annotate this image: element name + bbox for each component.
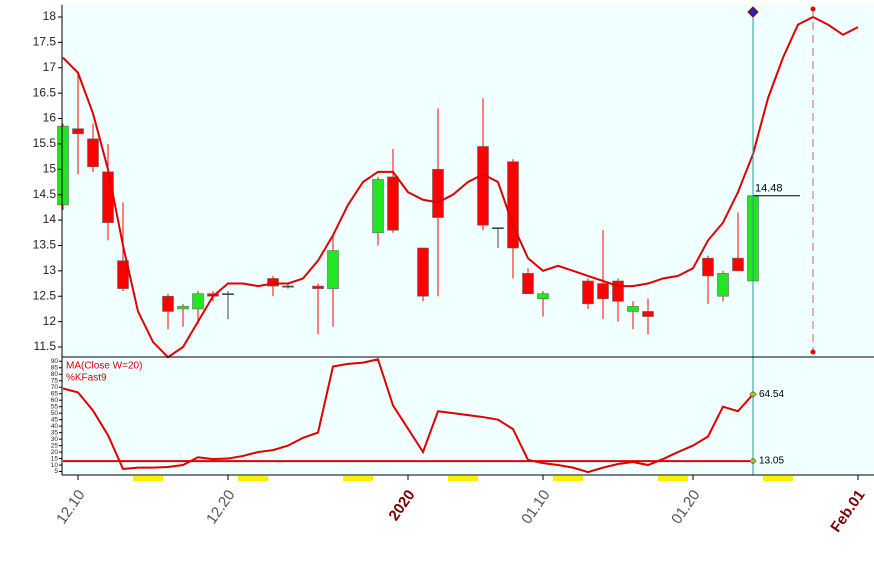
candle-body (117, 260, 129, 289)
y-tick-label: 13 (43, 263, 57, 277)
week-marker (343, 476, 373, 481)
y-tick-label: 75 (51, 377, 59, 384)
y-tick-label: 40 (51, 423, 59, 430)
week-marker (448, 476, 478, 481)
candle-body (327, 250, 339, 289)
candle-body (492, 227, 504, 229)
y-tick-label: 14.5 (33, 187, 57, 201)
y-tick-label: 17.5 (33, 35, 57, 49)
y-tick-label: 14 (43, 212, 57, 226)
candle-body (87, 138, 99, 168)
y-tick-label: 50 (51, 410, 59, 417)
candle-body (192, 293, 204, 310)
y-tick-label: 70 (51, 384, 59, 391)
week-marker (553, 476, 583, 481)
y-tick-label: 60 (51, 397, 59, 404)
y-tick-label: 15 (51, 455, 59, 462)
candle-body (282, 285, 294, 288)
candle-body (507, 161, 519, 249)
y-tick-label: 11.5 (34, 339, 57, 353)
candle-body (522, 273, 534, 294)
y-tick-label: 85 (51, 364, 59, 371)
candle-body (267, 278, 279, 287)
y-tick-label: 45 (51, 416, 59, 423)
candle-body (702, 257, 714, 277)
plot-background (62, 5, 874, 475)
candle-body (717, 273, 729, 297)
candle-body (477, 146, 489, 226)
price-label: 14.48 (755, 183, 783, 195)
line-series (62, 15, 859, 359)
y-tick-label: 18 (43, 9, 57, 23)
y-tick-label: 90 (51, 358, 59, 365)
week-marker (658, 476, 688, 481)
y-tick-label: 16.5 (33, 85, 57, 99)
y-tick-label: 12.5 (33, 288, 57, 302)
candle-body (387, 176, 399, 231)
y-tick-label: 35 (51, 429, 59, 436)
x-tick-label: 12.10 (53, 487, 88, 528)
projection-dot (810, 6, 816, 12)
y-tick-label: 10 (51, 462, 59, 469)
x-tick-label: 2020 (385, 487, 418, 524)
x-tick-label: 01.10 (518, 487, 553, 528)
y-tick-label: 16 (43, 111, 57, 125)
candle-body (537, 293, 549, 300)
x-tick-label: Feb.01 (827, 487, 868, 536)
candle-body (102, 171, 114, 223)
legend-label: %KFast9 (66, 373, 107, 384)
y-tick-label: 17 (43, 60, 57, 74)
y-tick-label: 15.5 (33, 136, 57, 150)
candle-body (177, 306, 189, 310)
y-tick-label: 12 (43, 314, 57, 328)
y-tick-label: 15 (43, 161, 57, 175)
candle-body (372, 179, 384, 234)
y-tick-label: 5 (54, 468, 58, 475)
candle-body (162, 295, 174, 312)
value-label: 64.54 (759, 389, 784, 400)
candle-body (732, 257, 744, 272)
candle-body (642, 311, 654, 317)
candle-body (597, 283, 609, 300)
week-marker (238, 476, 268, 481)
candle-body (612, 280, 624, 302)
candle-body (582, 280, 594, 305)
y-tick-label: 80 (51, 371, 59, 378)
y-tick-label: 25 (51, 442, 59, 449)
y-tick-label: 30 (51, 436, 59, 443)
line-series (62, 358, 754, 474)
cursor-marker (747, 6, 759, 18)
value-label: 13.05 (759, 456, 784, 467)
candle-body (72, 128, 84, 135)
candle-body (417, 247, 429, 297)
candle-body (57, 125, 69, 206)
candle-body (222, 293, 234, 295)
x-tick-label: 01.20 (668, 487, 703, 528)
candle-body (627, 306, 639, 312)
week-marker (133, 476, 163, 481)
candle-body (312, 285, 324, 289)
y-tick-label: 65 (51, 390, 59, 397)
y-tick-label: 13.5 (33, 238, 57, 252)
candle-body (432, 169, 444, 218)
x-tick-label: 12.20 (203, 487, 238, 528)
projection-dot (810, 349, 816, 355)
legend-label: MA(Close W=20) (66, 361, 142, 372)
week-marker (763, 476, 793, 481)
y-tick-label: 55 (51, 403, 59, 410)
y-tick-label: 20 (51, 449, 59, 456)
